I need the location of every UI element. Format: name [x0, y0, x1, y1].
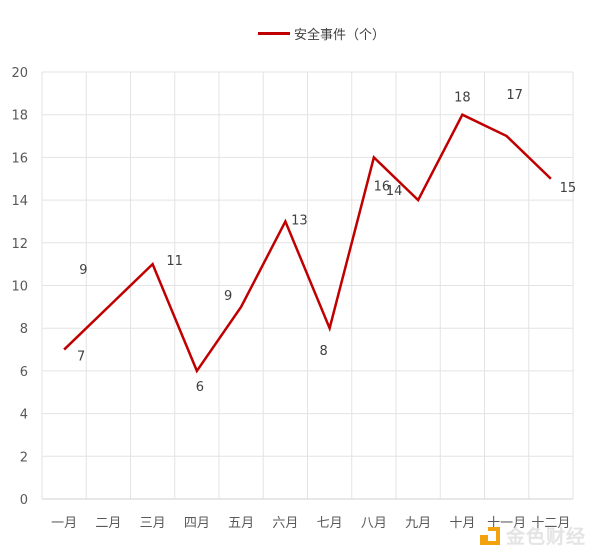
x-tick-label: 七月	[317, 516, 343, 531]
data-label: 15	[560, 181, 577, 196]
legend: 安全事件（个）	[258, 24, 385, 43]
data-label: 6	[196, 380, 204, 395]
x-tick-label: 八月	[361, 516, 387, 531]
data-label: 18	[454, 91, 471, 106]
y-tick-label: 18	[11, 109, 28, 124]
y-tick-label: 20	[11, 66, 28, 81]
y-tick-label: 0	[20, 493, 28, 508]
y-tick-label: 14	[11, 194, 28, 209]
data-label: 13	[291, 213, 308, 228]
x-axis-ticks: 一月 二月 三月 四月 五月 六月 七月 八月 九月 十月 十一月 十二月	[51, 516, 570, 531]
x-tick-label: 三月	[140, 516, 166, 531]
x-tick-label: 十二月	[531, 516, 570, 531]
data-label: 17	[506, 88, 523, 103]
x-tick-label: 二月	[95, 516, 121, 531]
watermark: 金色财经	[480, 522, 586, 549]
x-tick-label: 九月	[405, 516, 431, 531]
data-label: 7	[77, 350, 85, 365]
y-tick-label: 12	[11, 237, 28, 252]
data-label: 11	[166, 254, 183, 269]
data-label: 16	[374, 179, 391, 194]
data-label: 9	[224, 289, 232, 304]
x-tick-label: 六月	[272, 516, 298, 531]
y-tick-label: 2	[20, 450, 28, 465]
y-tick-label: 6	[20, 365, 28, 380]
legend-line-icon	[258, 32, 290, 35]
x-tick-label: 一月	[51, 516, 77, 531]
x-tick-label: 五月	[228, 516, 254, 531]
x-tick-label: 四月	[184, 516, 210, 531]
legend-label: 安全事件（个）	[294, 28, 386, 43]
data-label: 9	[79, 263, 87, 278]
data-label: 8	[319, 344, 327, 359]
y-axis-ticks: 0 2 4 6 8 10 12 14 16 18 20	[11, 66, 28, 508]
gridlines	[41, 71, 574, 500]
x-tick-label: 十月	[449, 516, 475, 531]
data-label: 14	[386, 184, 403, 199]
y-tick-label: 10	[11, 280, 28, 295]
y-tick-label: 16	[11, 151, 28, 166]
y-tick-label: 4	[20, 408, 28, 423]
y-tick-label: 8	[20, 322, 28, 337]
watermark-text: 金色财经	[506, 526, 587, 548]
watermark-logo-icon	[480, 526, 502, 545]
series-line	[63, 113, 552, 374]
